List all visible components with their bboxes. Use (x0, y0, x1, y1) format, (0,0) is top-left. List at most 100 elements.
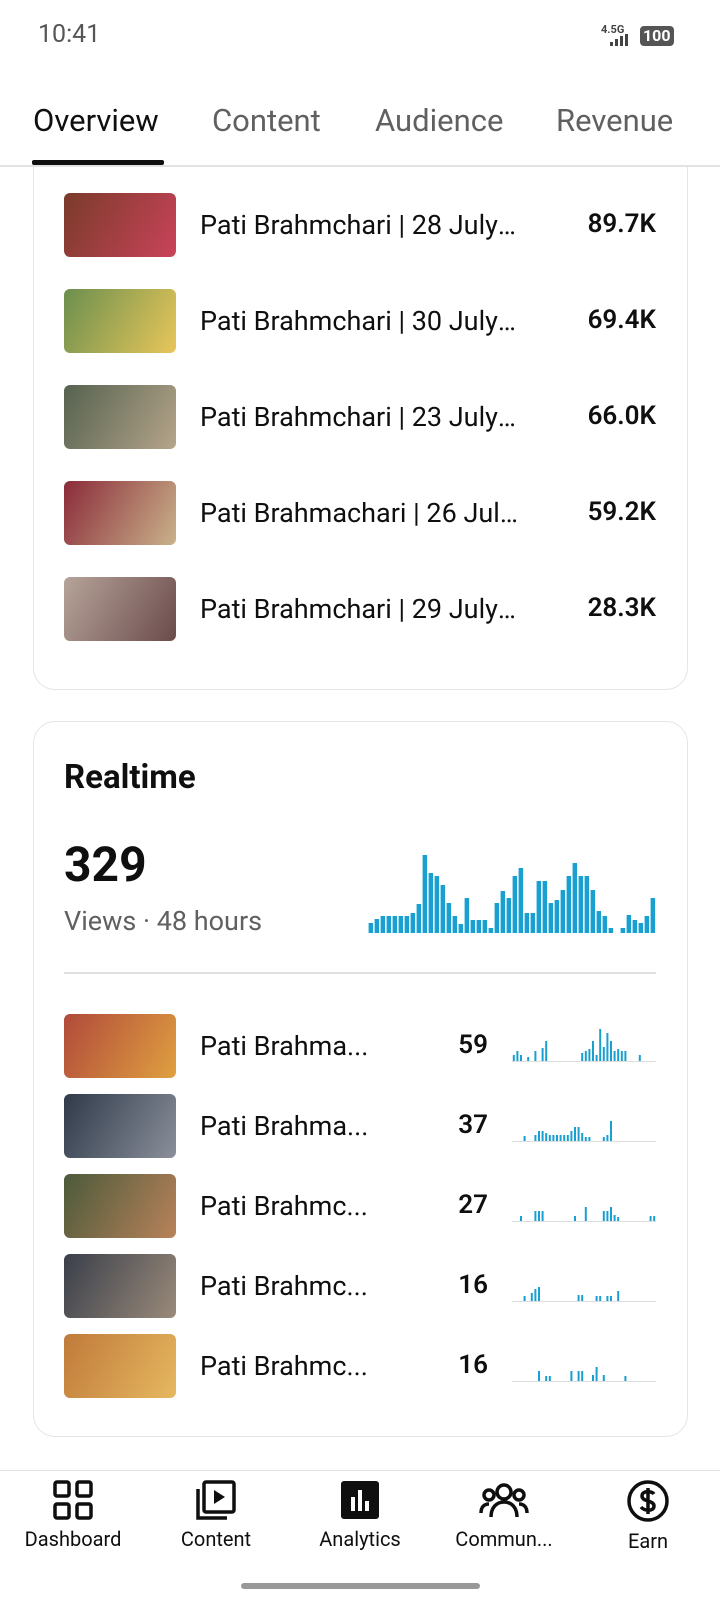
sparkline (512, 1367, 656, 1382)
realtime-row[interactable]: Pati Brahmc... 16 (64, 1254, 656, 1318)
bar (410, 913, 416, 933)
tab[interactable]: Audience (375, 102, 504, 139)
spark-bar (638, 1055, 641, 1061)
bar (584, 876, 590, 933)
spark-bar (530, 1293, 533, 1301)
nav-label: Commun... (455, 1527, 553, 1551)
bar (398, 916, 404, 933)
spark-bar (520, 1216, 522, 1221)
video-title: Pati Brahmc... (200, 1270, 368, 1302)
spark-bar (541, 1131, 544, 1141)
bar (602, 916, 608, 933)
bar (512, 876, 518, 933)
bar (374, 919, 380, 933)
spark-bar (574, 1127, 576, 1141)
spark-bar (617, 1217, 620, 1221)
spark-bar (588, 1049, 591, 1061)
spark-bar (617, 1291, 620, 1301)
bar (596, 911, 602, 933)
realtime-row[interactable]: Pati Brahma... 37 (64, 1094, 656, 1158)
nav-item[interactable]: Earn (576, 1479, 720, 1553)
tab-bar: Overview Content Audience Revenue (0, 90, 720, 167)
views-subtitle: Views · 48 hours (64, 905, 263, 937)
video-title: Pati Brahma... (200, 1030, 369, 1062)
spark-bar (613, 1215, 616, 1221)
nav-label: Earn (627, 1529, 669, 1553)
divider (64, 972, 656, 974)
bar (494, 903, 500, 933)
tab[interactable]: Revenue (556, 102, 674, 139)
bar (440, 885, 446, 933)
spark-bar (534, 1211, 537, 1221)
spark-bar (595, 1367, 598, 1381)
video-views: 37 (458, 1110, 488, 1140)
spark-bar (613, 1051, 616, 1061)
content-row[interactable]: Pati Brahmchari | 28 July | E... 89.7K (64, 193, 656, 257)
content-row[interactable]: Pati Brahmachari | 26 July 2... 59.2K (64, 481, 656, 545)
spark-bar (602, 1375, 605, 1381)
spark-bar (556, 1135, 558, 1141)
content-row[interactable]: Pati Brahmchari | 29 July 2... 28.3K (64, 577, 656, 641)
bar (368, 923, 374, 933)
spark-bar (552, 1135, 555, 1141)
video-views: 27 (458, 1190, 488, 1220)
tab-indicator (32, 160, 164, 165)
content-row[interactable]: Pati Brahmchari | 23 July | I... 66.0K (64, 385, 656, 449)
thumbnail (64, 1174, 176, 1238)
spark-bar (584, 1051, 587, 1061)
video-title: Pati Brahma... (200, 1110, 369, 1142)
bar (446, 903, 452, 933)
spark-bar (548, 1135, 551, 1141)
spark-bar (541, 1048, 544, 1061)
video-views: 28.3K (587, 593, 656, 623)
bar (548, 903, 554, 933)
spark-bar (588, 1137, 591, 1141)
spark-bar (577, 1371, 580, 1381)
video-title: Pati Brahmchari | 23 July | I... (200, 401, 520, 433)
tab[interactable]: Overview (33, 102, 159, 139)
spark-bar (602, 1211, 605, 1221)
spark-bar (620, 1051, 623, 1061)
nav-item[interactable]: Commun... (432, 1479, 576, 1551)
video-title: Pati Brahmachari | 26 July 2... (200, 497, 520, 529)
video-views: 16 (458, 1350, 488, 1380)
realtime-row[interactable]: Pati Brahmc... 27 (64, 1174, 656, 1238)
thumbnail (64, 193, 176, 257)
content-icon (196, 1480, 236, 1520)
tab[interactable]: Content (212, 102, 321, 139)
bar (386, 916, 392, 933)
spark-bar (538, 1287, 540, 1301)
spark-bar (592, 1041, 594, 1061)
bar (632, 920, 638, 933)
spark-bar (570, 1371, 573, 1381)
bar (650, 898, 656, 933)
sparkline (512, 1287, 656, 1302)
dashboard-icon (53, 1480, 93, 1520)
video-title: Pati Brahmc... (200, 1190, 368, 1222)
nav-item[interactable]: Analytics (288, 1479, 432, 1551)
thumbnail (64, 1334, 176, 1398)
nav-label: Dashboard (24, 1527, 122, 1551)
nav-item[interactable]: Content (144, 1479, 288, 1551)
spark-bar (534, 1289, 537, 1301)
content-row[interactable]: Pati Brahmchari | 30 July 2... 69.4K (64, 289, 656, 353)
spark-bar (545, 1376, 548, 1381)
video-title: Pati Brahmchari | 29 July 2... (200, 593, 520, 625)
spark-bar (516, 1051, 519, 1061)
spark-bar (512, 1055, 515, 1061)
spark-bar (606, 1211, 609, 1221)
bar (482, 920, 488, 933)
spark-bar (617, 1049, 620, 1061)
spark-bar (577, 1127, 580, 1141)
realtime-row[interactable]: Pati Brahmc... 16 (64, 1334, 656, 1398)
nav-item[interactable]: Dashboard (1, 1479, 145, 1551)
bar (422, 855, 428, 933)
bottom-nav: Dashboard Content Analytics Commun... Ea… (0, 1470, 720, 1600)
realtime-row[interactable]: Pati Brahma... 59 (64, 1014, 656, 1078)
thumbnail (64, 1094, 176, 1158)
spark-bar (541, 1211, 544, 1221)
thumbnail (64, 481, 176, 545)
video-title: Pati Brahmc... (200, 1350, 368, 1382)
bar (542, 881, 548, 933)
